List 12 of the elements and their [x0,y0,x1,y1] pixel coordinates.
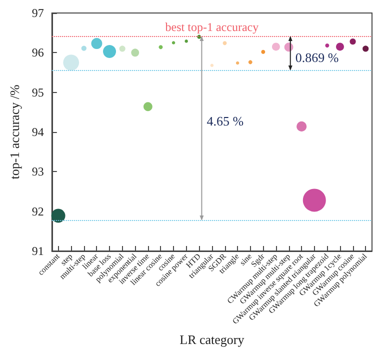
y-tick-label: 97 [32,6,44,20]
y-tick-label: 95 [32,85,44,100]
x-axis-title: LR category [180,332,245,347]
y-tick-label: 96 [32,46,44,60]
y-tick-label: 93 [32,164,44,179]
y-tick-label: 94 [32,125,44,139]
y-tick-label: 91 [32,244,44,258]
annotation: 0.869 % [295,50,339,65]
y-axis-title: top-1 accuracy /% [7,84,22,180]
annotation: 4.65 % [206,113,244,128]
ref-line-label: best top-1 accuracy [165,20,259,34]
y-tick-label: 92 [32,204,44,218]
